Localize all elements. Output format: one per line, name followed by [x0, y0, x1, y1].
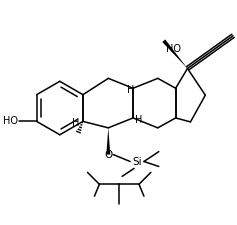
Polygon shape	[106, 128, 110, 155]
Text: H: H	[135, 115, 142, 125]
Text: HO: HO	[3, 116, 18, 126]
Text: HO: HO	[166, 44, 181, 54]
Text: Si: Si	[132, 157, 142, 166]
Text: O: O	[104, 150, 112, 160]
Text: H: H	[72, 118, 79, 128]
Text: H: H	[128, 85, 135, 95]
Polygon shape	[162, 39, 187, 68]
